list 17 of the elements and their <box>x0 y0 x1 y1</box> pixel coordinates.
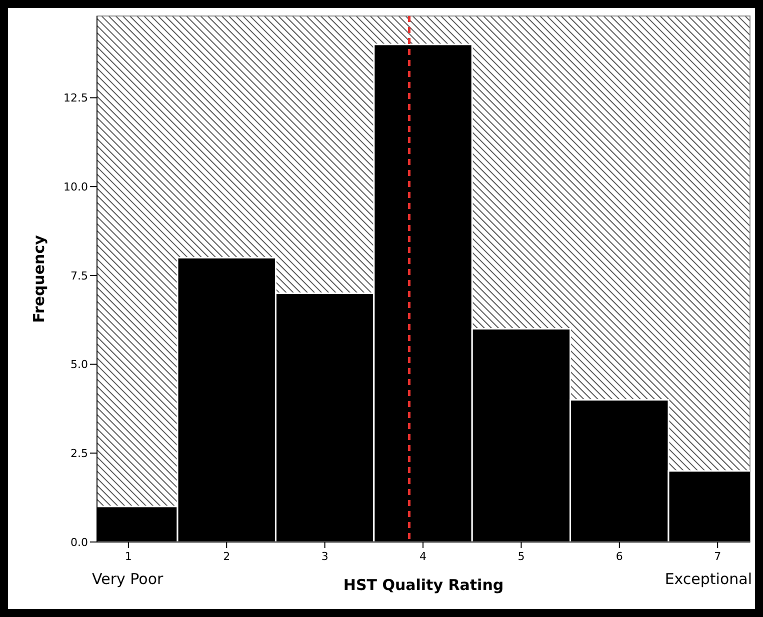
text: Exceptional <box>664 570 752 588</box>
y-tick-label: 0.0 <box>70 536 88 549</box>
x-tick-label: 3 <box>321 550 328 563</box>
x-tick-label: 6 <box>616 550 623 563</box>
x-tick-label: 4 <box>420 550 427 563</box>
y-tick-label: 2.5 <box>70 447 88 460</box>
x-tick-label: 7 <box>714 550 722 563</box>
y-tick-label: 12.5 <box>64 92 88 105</box>
y-tick-label: 7.5 <box>70 269 88 282</box>
text: Very Poor <box>92 570 164 588</box>
y-tick-label: 5.0 <box>70 358 88 372</box>
x-tick-label: 5 <box>518 550 525 563</box>
x-axis-title: HST Quality Rating <box>343 576 504 594</box>
x-tick-label: 1 <box>124 550 132 563</box>
y-tick-label: 10.0 <box>64 180 88 194</box>
x-tick-label: 2 <box>223 550 230 563</box>
y-axis-title: Frequency <box>30 234 48 323</box>
